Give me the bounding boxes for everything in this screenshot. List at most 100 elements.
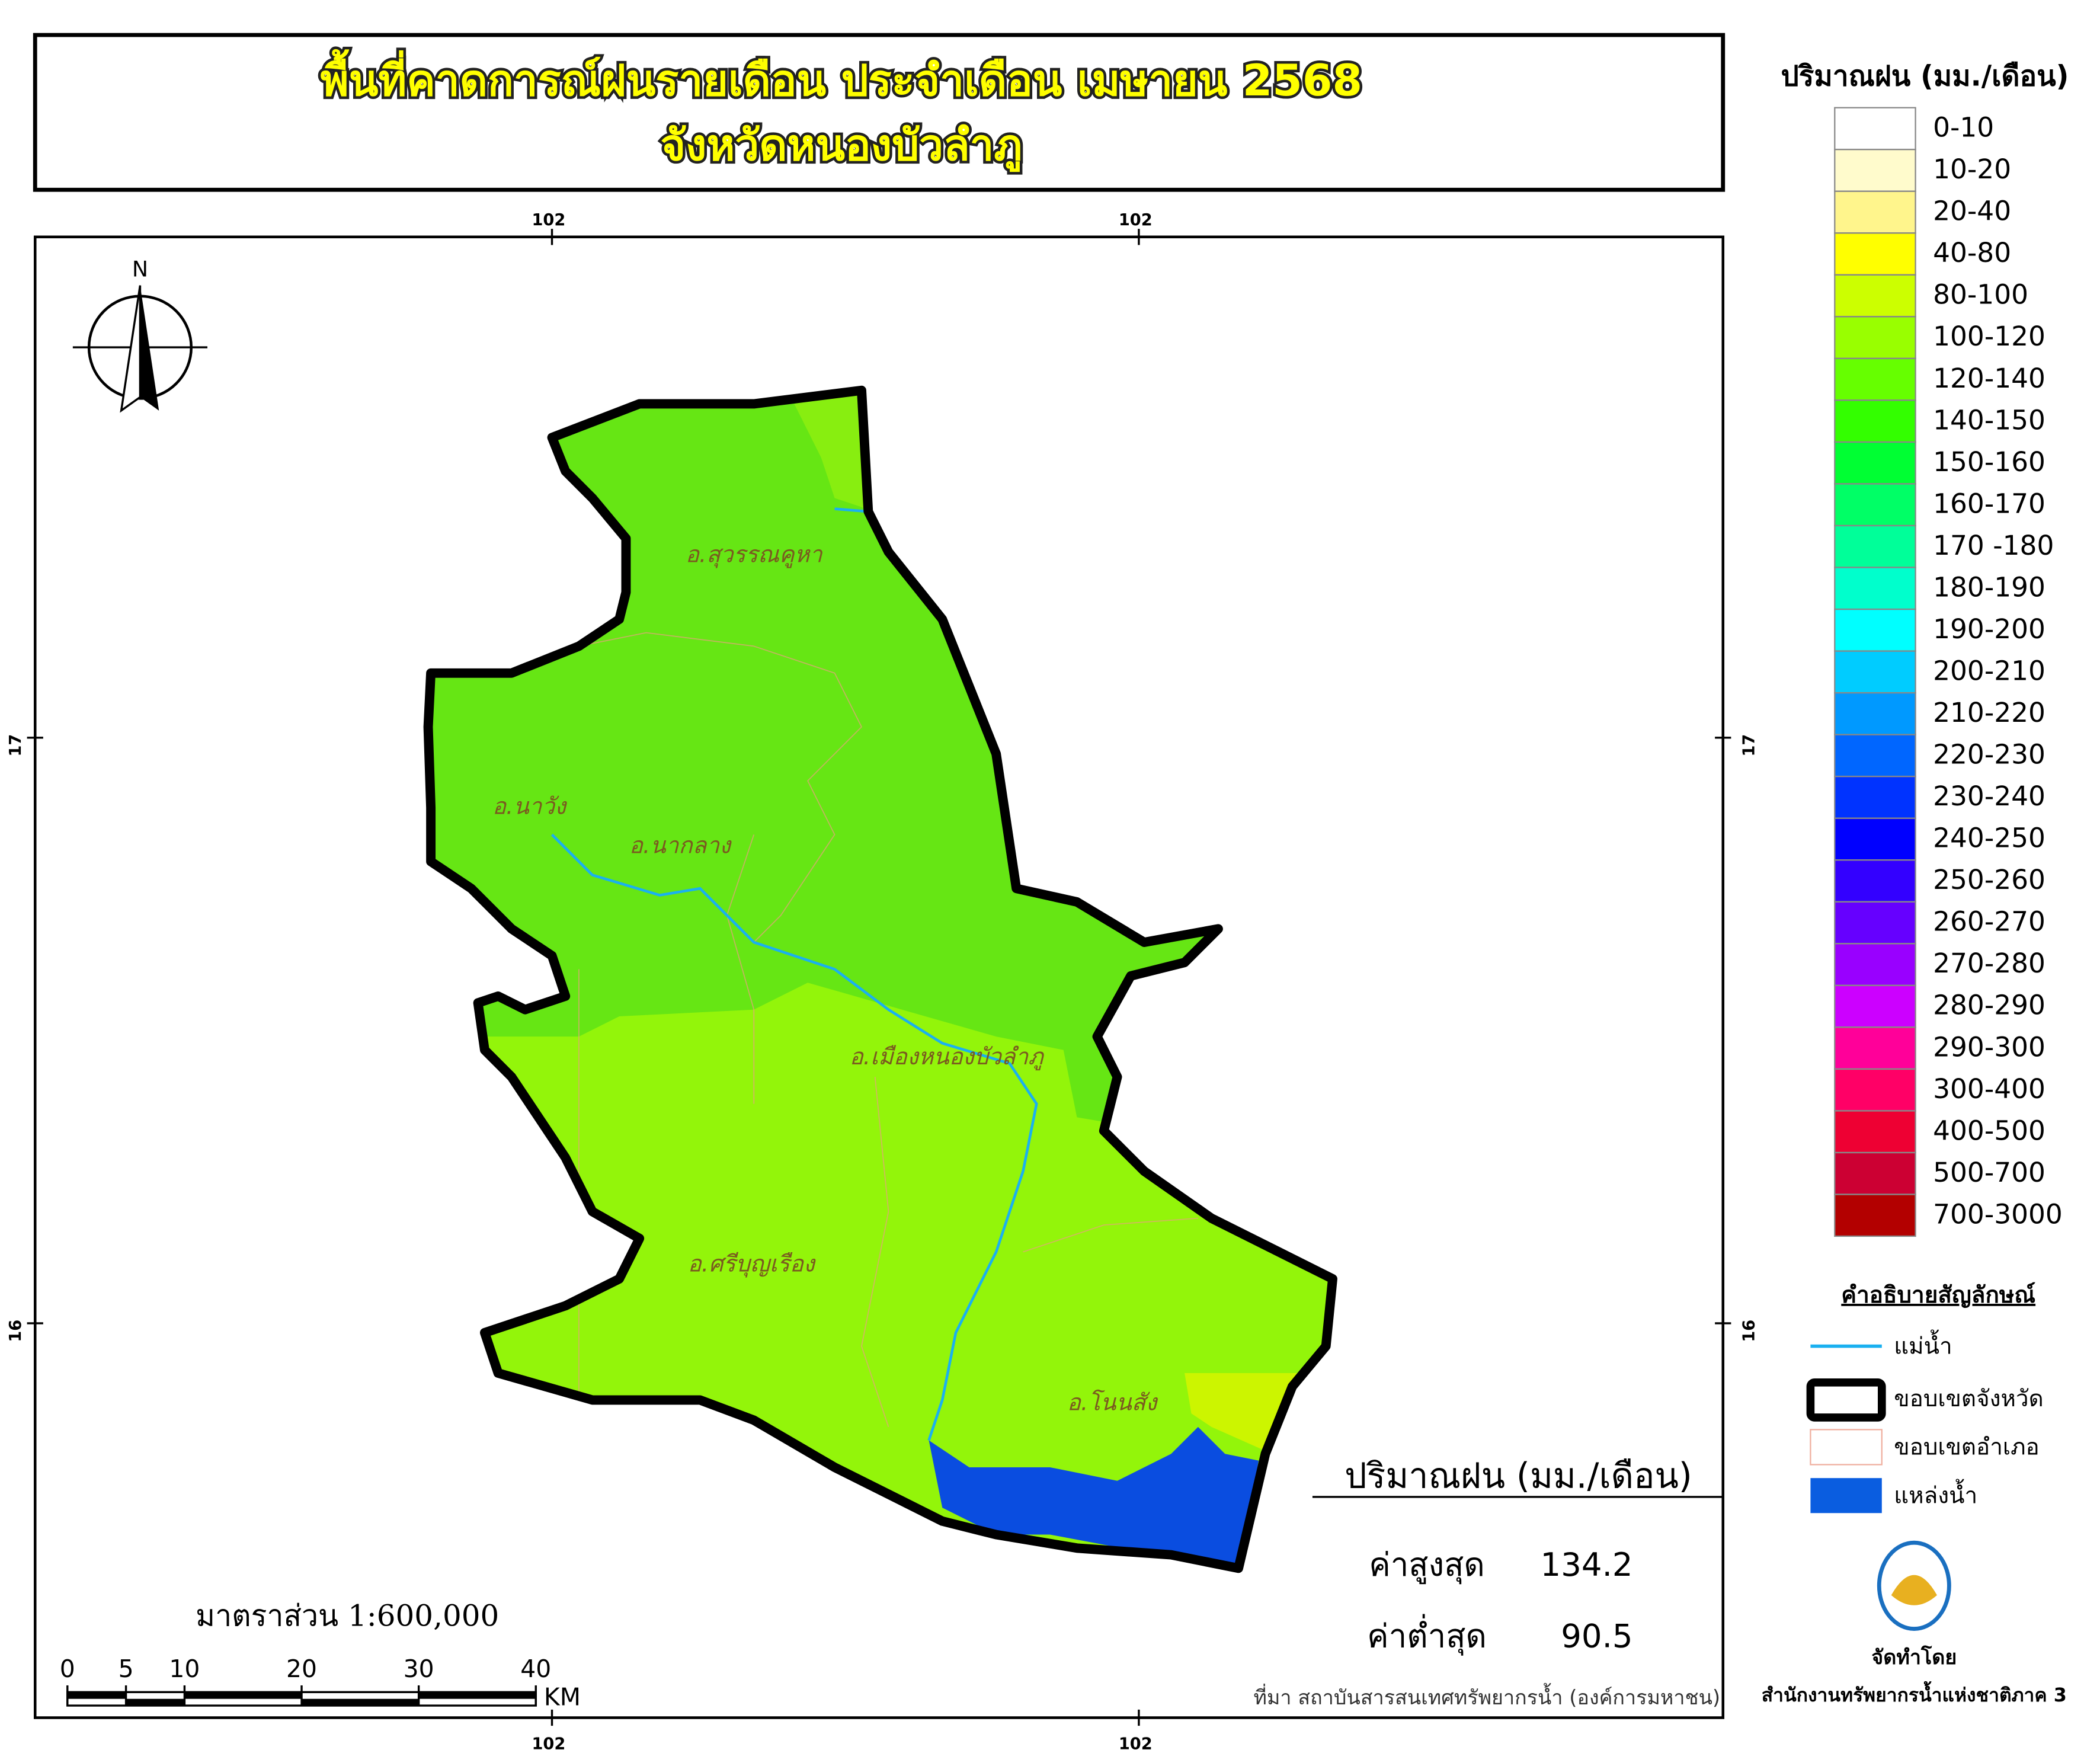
district-label: อ.นาวัง [492, 793, 568, 820]
legend-swatch [1834, 232, 1916, 276]
legend-swatch [1834, 817, 1916, 861]
legend-label: 40-80 [1933, 237, 2011, 268]
legend-swatch [1834, 901, 1916, 945]
legend-swatch [1834, 943, 1916, 986]
scale-segment [67, 1692, 126, 1699]
scale-text: มาตราส่วน 1:600,000 [196, 1598, 499, 1633]
legend-swatch [1834, 608, 1916, 652]
legend-label: 210-220 [1933, 697, 2045, 728]
source: ที่มา สถาบันสารสนเทศทรัพยากรน้ำ (องค์การ… [1254, 1682, 1721, 1710]
district-symbol [1810, 1429, 1883, 1466]
legend-swatch [1834, 274, 1916, 318]
legend-swatch [1834, 524, 1916, 568]
lat-label: 16 [1740, 1320, 1759, 1342]
legend-label: 80-100 [1933, 279, 2028, 311]
legend-label: 190-200 [1933, 613, 2045, 645]
scale-tick-label: 30 [404, 1655, 434, 1683]
scale-unit: KM [544, 1683, 581, 1711]
province-symbol [1806, 1378, 1886, 1422]
legend-label: 250-260 [1933, 864, 2045, 895]
legend-label: 200-210 [1933, 655, 2045, 686]
symbol-label: ขอบเขตอำเภอ [1894, 1434, 2039, 1461]
legend-swatch [1834, 399, 1916, 443]
stat-value: 90.5 [1561, 1617, 1632, 1655]
scale-segment [126, 1698, 185, 1706]
title: พื้นที่คาดการณ์ฝนรายเดือน ประจำเดือน เมษ… [321, 49, 1362, 106]
legend-label: 280-290 [1933, 990, 2045, 1021]
legend-label: 160-170 [1933, 488, 2045, 519]
lon-label: 102 [1119, 211, 1153, 229]
lon-label: 102 [1119, 1735, 1153, 1750]
legend-swatch [1834, 357, 1916, 401]
legend-swatch [1834, 441, 1916, 485]
scale-tick-label: 5 [119, 1655, 134, 1683]
lat-label: 17 [7, 734, 25, 757]
scale-segment [418, 1692, 536, 1699]
made-by: จัดทำโดย [1871, 1645, 1957, 1669]
river [834, 507, 869, 513]
graticule-ticks [27, 229, 1731, 1726]
legend-label: 500-700 [1933, 1157, 2045, 1188]
agency-logo [1877, 1540, 1951, 1631]
legend-label: 700-3000 [1933, 1198, 2063, 1230]
legend-swatch [1834, 692, 1916, 735]
legend-label: 20-40 [1933, 196, 2011, 227]
scale-tick-label: 20 [286, 1655, 317, 1683]
scale-segment [184, 1692, 302, 1699]
legend-label: 120-140 [1933, 363, 2045, 394]
symbol-label: แม่น้ำ [1894, 1329, 1952, 1359]
district-label: อ.สุวรรณคูหา [686, 542, 823, 569]
legend-label: 0-10 [1933, 112, 1994, 143]
legend-label: 100-120 [1933, 321, 2045, 352]
legend-label: 230-240 [1933, 780, 2045, 812]
legend-swatch [1834, 567, 1916, 610]
lon-label: 102 [532, 211, 565, 229]
legend-label: 400-500 [1933, 1115, 2045, 1146]
river [550, 833, 1038, 1441]
scale-tick-label: 0 [60, 1655, 75, 1683]
district-label: อ.นากลาง [629, 832, 732, 859]
legend-label: 150-160 [1933, 446, 2045, 478]
legend-swatch [1834, 776, 1916, 819]
stat-label: ค่าต่ำสุด [1367, 1614, 1487, 1656]
legend-label: 10-20 [1933, 153, 2011, 185]
title-box [33, 33, 1726, 192]
legend-label: 180-190 [1933, 571, 2045, 603]
stats-title: ปริมาณฝน (มม./เดือน) [1344, 1455, 1692, 1496]
symbol-label: ขอบเขตจังหวัด [1894, 1386, 2043, 1412]
north-label: N [132, 257, 148, 282]
legend-swatch [1834, 107, 1916, 151]
legend-title: ปริมาณฝน (มม./เดือน) [1781, 60, 2069, 93]
district-label: อ.ศรีบุญเรือง [688, 1251, 817, 1278]
district-label: อ.โนนสัง [1067, 1390, 1159, 1416]
legend-swatch [1834, 650, 1916, 694]
legend-label: 290-300 [1933, 1031, 2045, 1063]
legend-label: 170 -180 [1933, 530, 2054, 561]
scale-segment [302, 1698, 419, 1706]
lat-label: 17 [1740, 734, 1759, 757]
legend-label: 270-280 [1933, 948, 2045, 979]
legend-swatch [1834, 984, 1916, 1028]
legend-swatch [1834, 1151, 1916, 1195]
legend-label: 220-230 [1933, 739, 2045, 770]
lon-label: 102 [532, 1735, 565, 1750]
water-symbol [1810, 1478, 1882, 1514]
legend-swatch [1834, 483, 1916, 527]
symbols-title: คำอธิบายสัญลักษณ์ [1841, 1282, 2035, 1308]
district-label: อ.เมืองหนองบัวลำภู [850, 1044, 1045, 1071]
legend-swatch [1834, 316, 1916, 359]
legend-swatch [1834, 190, 1916, 234]
legend-swatch [1834, 1026, 1916, 1070]
lat-label: 16 [7, 1320, 25, 1342]
stat-value: 134.2 [1541, 1546, 1633, 1583]
stat-label: ค่าสูงสุด [1369, 1546, 1485, 1585]
scale-tick-label: 10 [169, 1655, 200, 1683]
legend-label: 260-270 [1933, 906, 2045, 938]
legend-swatch [1834, 1194, 1916, 1237]
legend-label: 300-400 [1933, 1073, 2045, 1105]
legend-swatch [1834, 149, 1916, 192]
legend-swatch [1834, 1110, 1916, 1154]
scale-tick-label: 40 [520, 1655, 551, 1683]
